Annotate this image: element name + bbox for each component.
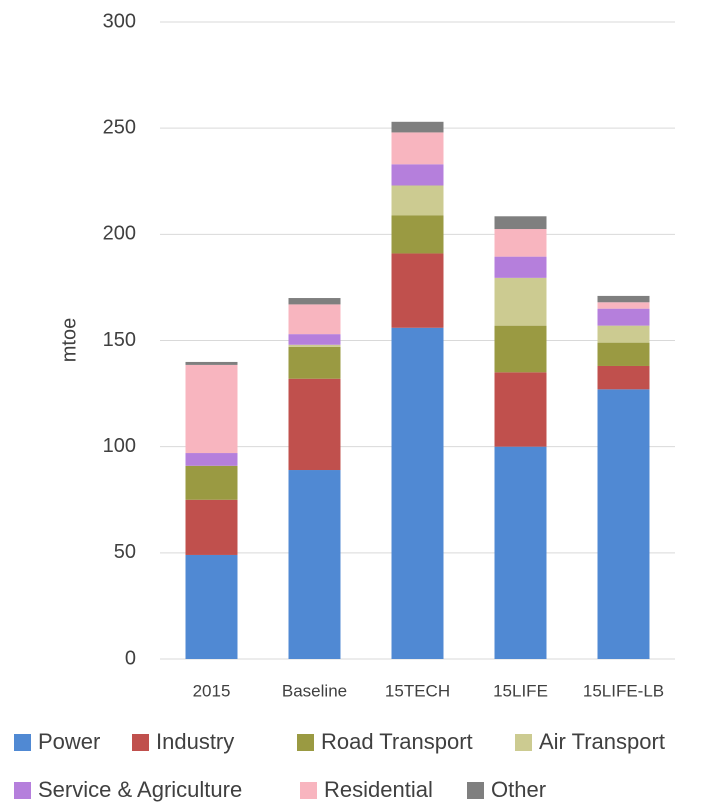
y-tick-label: 0 [125,647,136,669]
y-axis-label: mtoe [58,318,80,362]
bar-segment [494,216,547,230]
bar-segment [391,132,444,165]
bar-segment [185,364,238,454]
legend-swatch [297,734,314,751]
x-tick-label: Baseline [282,681,347,700]
bar-segment [597,342,650,366]
y-tick-label: 50 [114,541,136,563]
legend-swatch [467,782,484,799]
bar-segment [597,308,650,326]
y-tick-label: 300 [103,10,136,32]
bar-segment [288,334,341,345]
y-tick-label: 150 [103,329,136,351]
x-tick-label: 15LIFE-LB [583,681,664,700]
bar-segment [597,365,650,390]
y-tick-label: 250 [103,116,136,138]
bar-segment [288,344,341,347]
bar-segment [288,378,341,471]
bar-segment [391,327,444,659]
legend-swatch [300,782,317,799]
x-tick-label: 15TECH [385,681,450,700]
legend-swatch [515,734,532,751]
legend-label: Residential [324,777,433,802]
legend-label: Power [38,729,100,754]
bar-segment [288,304,341,335]
x-tick-label: 15LIFE [493,681,548,700]
bar-segment [494,256,547,278]
bar-segment [288,470,341,659]
bar-segment [288,346,341,379]
legend-label: Industry [156,729,234,754]
bar-segment [391,215,444,254]
bar-segment [597,325,650,343]
legend-label: Air Transport [539,729,665,754]
bar-segment [597,295,650,303]
bar-segment [391,121,444,133]
bar-segment [185,361,238,365]
bar-segment [494,372,547,447]
bar-segment [494,277,547,326]
bar-segment [391,164,444,186]
bar-segment [185,465,238,500]
legend-swatch [132,734,149,751]
bar-segment [288,298,341,305]
legend-swatch [14,734,31,751]
legend-label: Other [491,777,546,802]
bar-segment [185,499,238,555]
y-tick-label: 200 [103,223,136,245]
bar-segment [494,325,547,373]
bar-segment [494,229,547,257]
y-tick-label: 100 [103,435,136,457]
bar-segment [185,453,238,466]
bar-segment [391,253,444,328]
bar-segment [597,302,650,309]
bar-segment [494,446,547,659]
legend-label: Road Transport [321,729,473,754]
legend-swatch [14,782,31,799]
bar-segment [185,554,238,659]
x-tick-label: 2015 [193,681,231,700]
bar-segment [597,389,650,659]
bar-segment [391,185,444,216]
legend-label: Service & Agriculture [38,777,242,802]
